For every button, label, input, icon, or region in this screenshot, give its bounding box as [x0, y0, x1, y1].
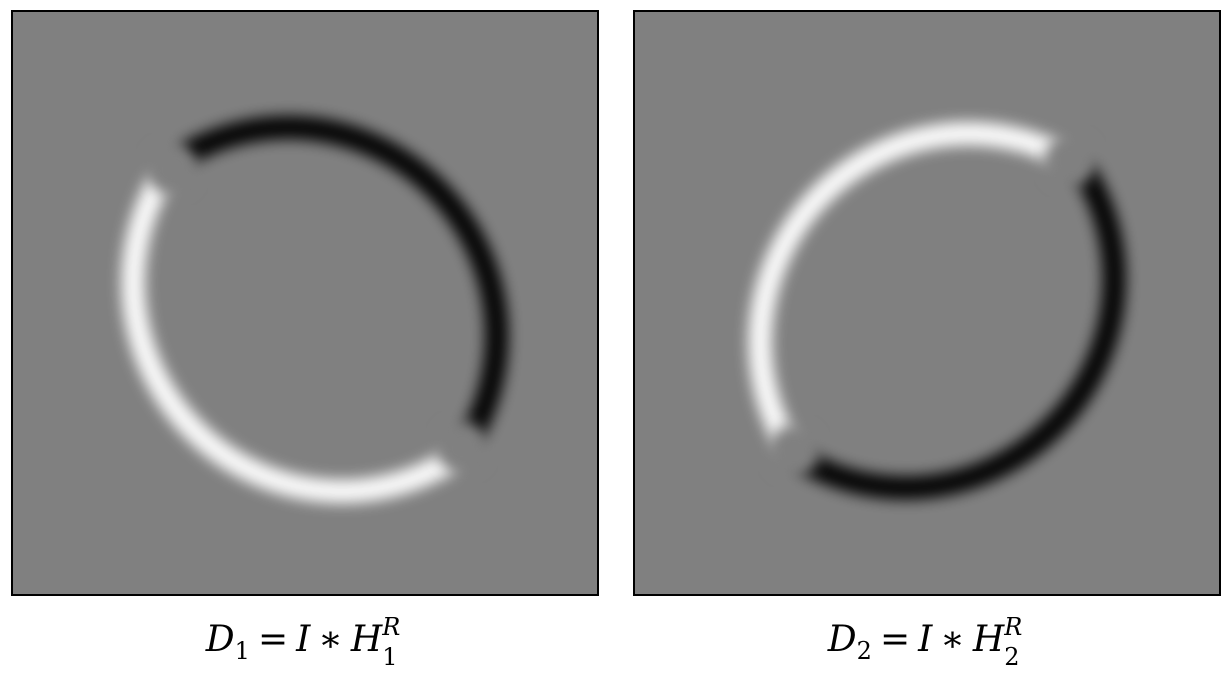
- caption-d2-equation: D2 = I ∗ H R 2: [633, 612, 1221, 679]
- caption-d2-lhs-index: 2: [856, 637, 872, 666]
- caption-d1-equals: =: [257, 619, 289, 660]
- caption-d2-filter-symbol: H: [972, 619, 1005, 660]
- caption-d2-lhs-symbol: D: [827, 619, 857, 660]
- caption-d1-filter-symbol: H: [350, 619, 383, 660]
- bright-arc-d2: [748, 121, 1065, 451]
- dark-arc-d2: [796, 163, 1127, 500]
- caption-d2-filter-superscript: R: [1004, 613, 1023, 641]
- caption-d1-image-symbol: I: [296, 619, 311, 660]
- caption-d1-operator: ∗: [318, 619, 343, 660]
- caption-d1-equation: D1 = I ∗ H R 1: [11, 612, 599, 679]
- ring-response-d1-graphic: [13, 12, 597, 594]
- caption-d1-filter-subscript: 1: [382, 643, 398, 671]
- caption-d2-equals: =: [879, 619, 911, 660]
- caption-d2-filter-subscript: 2: [1004, 643, 1020, 671]
- filter-response-image-d2: [633, 10, 1221, 596]
- ring-response-d2-graphic: [635, 12, 1219, 594]
- caption-d2-image-symbol: I: [918, 619, 933, 660]
- caption-d2-operator: ∗: [940, 619, 965, 660]
- caption-d1-lhs-index: 1: [234, 637, 250, 666]
- bright-arc-d1: [121, 173, 457, 504]
- caption-d1-filter-superscript: R: [382, 613, 401, 641]
- dark-arc-d1: [179, 115, 509, 442]
- caption-d1-lhs-symbol: D: [205, 619, 235, 660]
- filter-response-image-d1: [11, 10, 599, 596]
